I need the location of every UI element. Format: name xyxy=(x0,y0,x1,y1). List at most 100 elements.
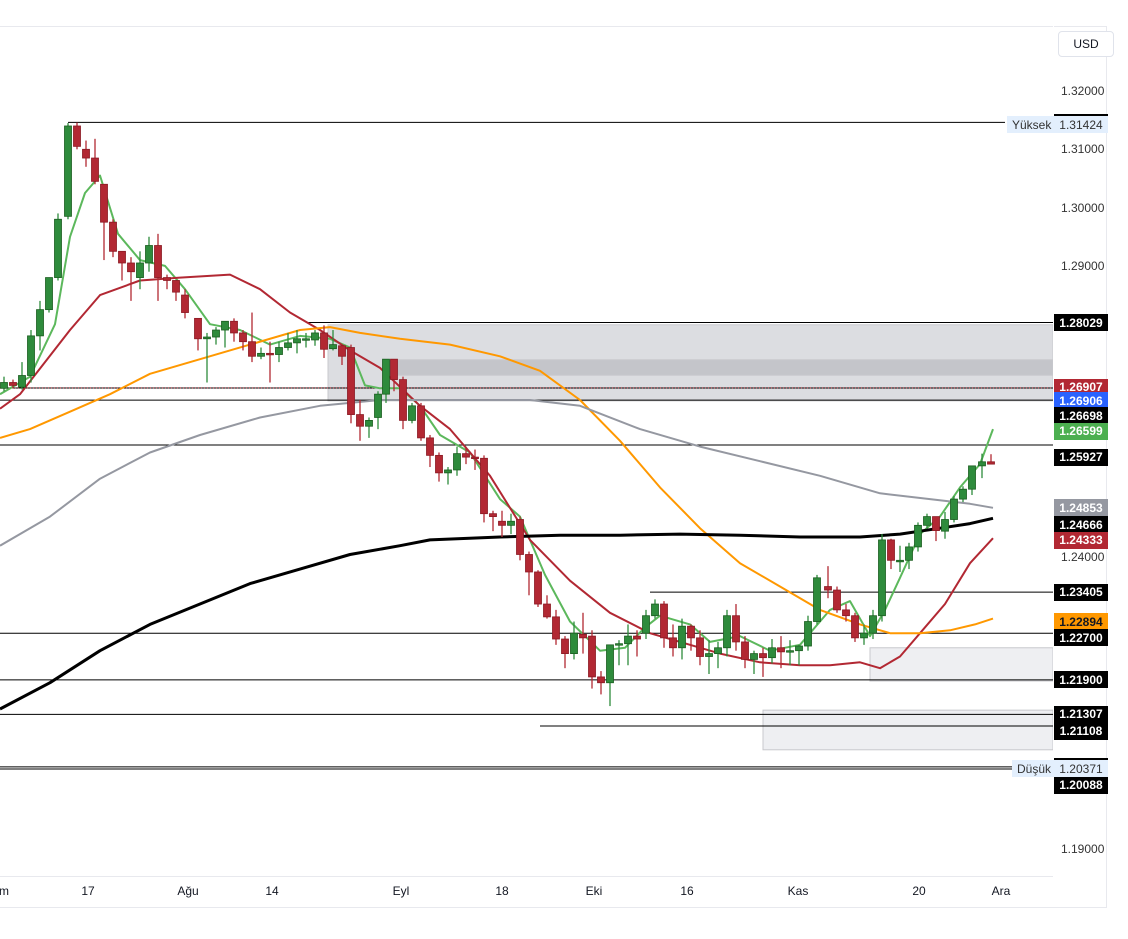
candle[interactable] xyxy=(968,465,976,496)
candle[interactable] xyxy=(54,213,62,281)
candle[interactable] xyxy=(27,330,35,383)
candle[interactable] xyxy=(284,332,292,351)
price-chart-canvas[interactable] xyxy=(0,0,1053,876)
candle[interactable] xyxy=(36,300,44,351)
candle[interactable] xyxy=(869,609,877,640)
candle[interactable] xyxy=(453,446,461,476)
candle[interactable] xyxy=(723,609,731,657)
candle[interactable] xyxy=(302,332,310,348)
candle[interactable] xyxy=(471,449,479,470)
candle[interactable] xyxy=(941,511,949,539)
candle[interactable] xyxy=(696,630,704,666)
candle[interactable] xyxy=(606,644,614,707)
candle[interactable] xyxy=(181,289,189,319)
candle[interactable] xyxy=(100,183,108,261)
candle[interactable] xyxy=(462,446,470,465)
candle[interactable] xyxy=(154,233,162,301)
price-zone[interactable] xyxy=(869,647,1053,682)
candle[interactable] xyxy=(91,138,99,185)
candle[interactable] xyxy=(163,274,171,290)
candle[interactable] xyxy=(914,522,922,552)
candle[interactable] xyxy=(615,640,623,666)
candle[interactable] xyxy=(660,601,668,648)
candle[interactable] xyxy=(516,516,524,561)
candle[interactable] xyxy=(507,513,515,535)
moving-average-line[interactable] xyxy=(0,273,994,670)
candle[interactable] xyxy=(408,402,416,424)
currency-selector-button[interactable]: USD xyxy=(1058,31,1114,57)
candle[interactable] xyxy=(678,618,686,660)
moving-average-line[interactable] xyxy=(0,326,994,635)
candle[interactable] xyxy=(750,650,758,674)
moving-average-line[interactable] xyxy=(0,399,994,547)
candle[interactable] xyxy=(570,621,578,660)
candle[interactable] xyxy=(842,604,850,622)
candle[interactable] xyxy=(45,277,53,313)
candle[interactable] xyxy=(777,636,785,669)
candle[interactable] xyxy=(887,538,895,570)
candle[interactable] xyxy=(73,122,81,150)
candle[interactable] xyxy=(329,330,337,351)
candle[interactable] xyxy=(435,452,443,482)
candle[interactable] xyxy=(266,341,274,383)
candle[interactable] xyxy=(669,624,677,657)
candle[interactable] xyxy=(203,332,211,383)
candle[interactable] xyxy=(417,402,425,441)
candle[interactable] xyxy=(221,320,229,348)
candle[interactable] xyxy=(136,251,144,290)
candle[interactable] xyxy=(987,454,995,465)
candle[interactable] xyxy=(172,280,180,301)
candle[interactable] xyxy=(651,599,659,619)
candle[interactable] xyxy=(978,453,986,479)
candle[interactable] xyxy=(714,641,722,669)
candle[interactable] xyxy=(9,379,17,389)
candle[interactable] xyxy=(633,630,641,657)
candle[interactable] xyxy=(480,455,488,523)
candle[interactable] xyxy=(347,344,355,424)
candle[interactable] xyxy=(426,434,434,468)
candle[interactable] xyxy=(932,516,940,542)
candle[interactable] xyxy=(878,534,886,622)
candle[interactable] xyxy=(624,624,632,666)
candle[interactable] xyxy=(356,399,364,441)
candle[interactable] xyxy=(923,513,931,529)
candle[interactable] xyxy=(127,257,135,301)
candle[interactable] xyxy=(732,604,740,651)
candle[interactable] xyxy=(109,219,117,258)
candle[interactable] xyxy=(212,327,220,345)
candle[interactable] xyxy=(959,486,967,503)
candle[interactable] xyxy=(804,615,812,651)
candle[interactable] xyxy=(552,609,560,645)
candle[interactable] xyxy=(489,510,497,532)
candle[interactable] xyxy=(759,647,767,677)
candle[interactable] xyxy=(833,586,841,613)
candle[interactable] xyxy=(543,595,551,619)
candle[interactable] xyxy=(705,640,713,674)
candle[interactable] xyxy=(795,644,803,666)
candle[interactable] xyxy=(498,510,506,537)
candle[interactable] xyxy=(365,417,373,438)
candle[interactable] xyxy=(118,250,126,281)
candle[interactable] xyxy=(18,362,26,390)
candle[interactable] xyxy=(382,358,390,403)
candle[interactable] xyxy=(786,640,794,666)
candle[interactable] xyxy=(248,312,256,363)
price-zone[interactable] xyxy=(762,709,1053,751)
candle[interactable] xyxy=(230,318,238,342)
price-zone[interactable] xyxy=(383,359,1053,376)
candle[interactable] xyxy=(0,376,8,392)
candle[interactable] xyxy=(444,467,452,485)
candle[interactable] xyxy=(687,624,695,651)
candle[interactable] xyxy=(813,574,821,625)
candle[interactable] xyxy=(561,636,569,669)
candle[interactable] xyxy=(642,609,650,640)
candle[interactable] xyxy=(257,347,265,360)
candle[interactable] xyxy=(768,639,776,664)
candle[interactable] xyxy=(145,236,153,272)
candle[interactable] xyxy=(597,671,605,695)
moving-average-line[interactable] xyxy=(0,516,994,711)
candle[interactable] xyxy=(950,496,958,523)
candle[interactable] xyxy=(374,391,382,430)
candle[interactable] xyxy=(239,330,247,351)
candle[interactable] xyxy=(311,330,319,346)
